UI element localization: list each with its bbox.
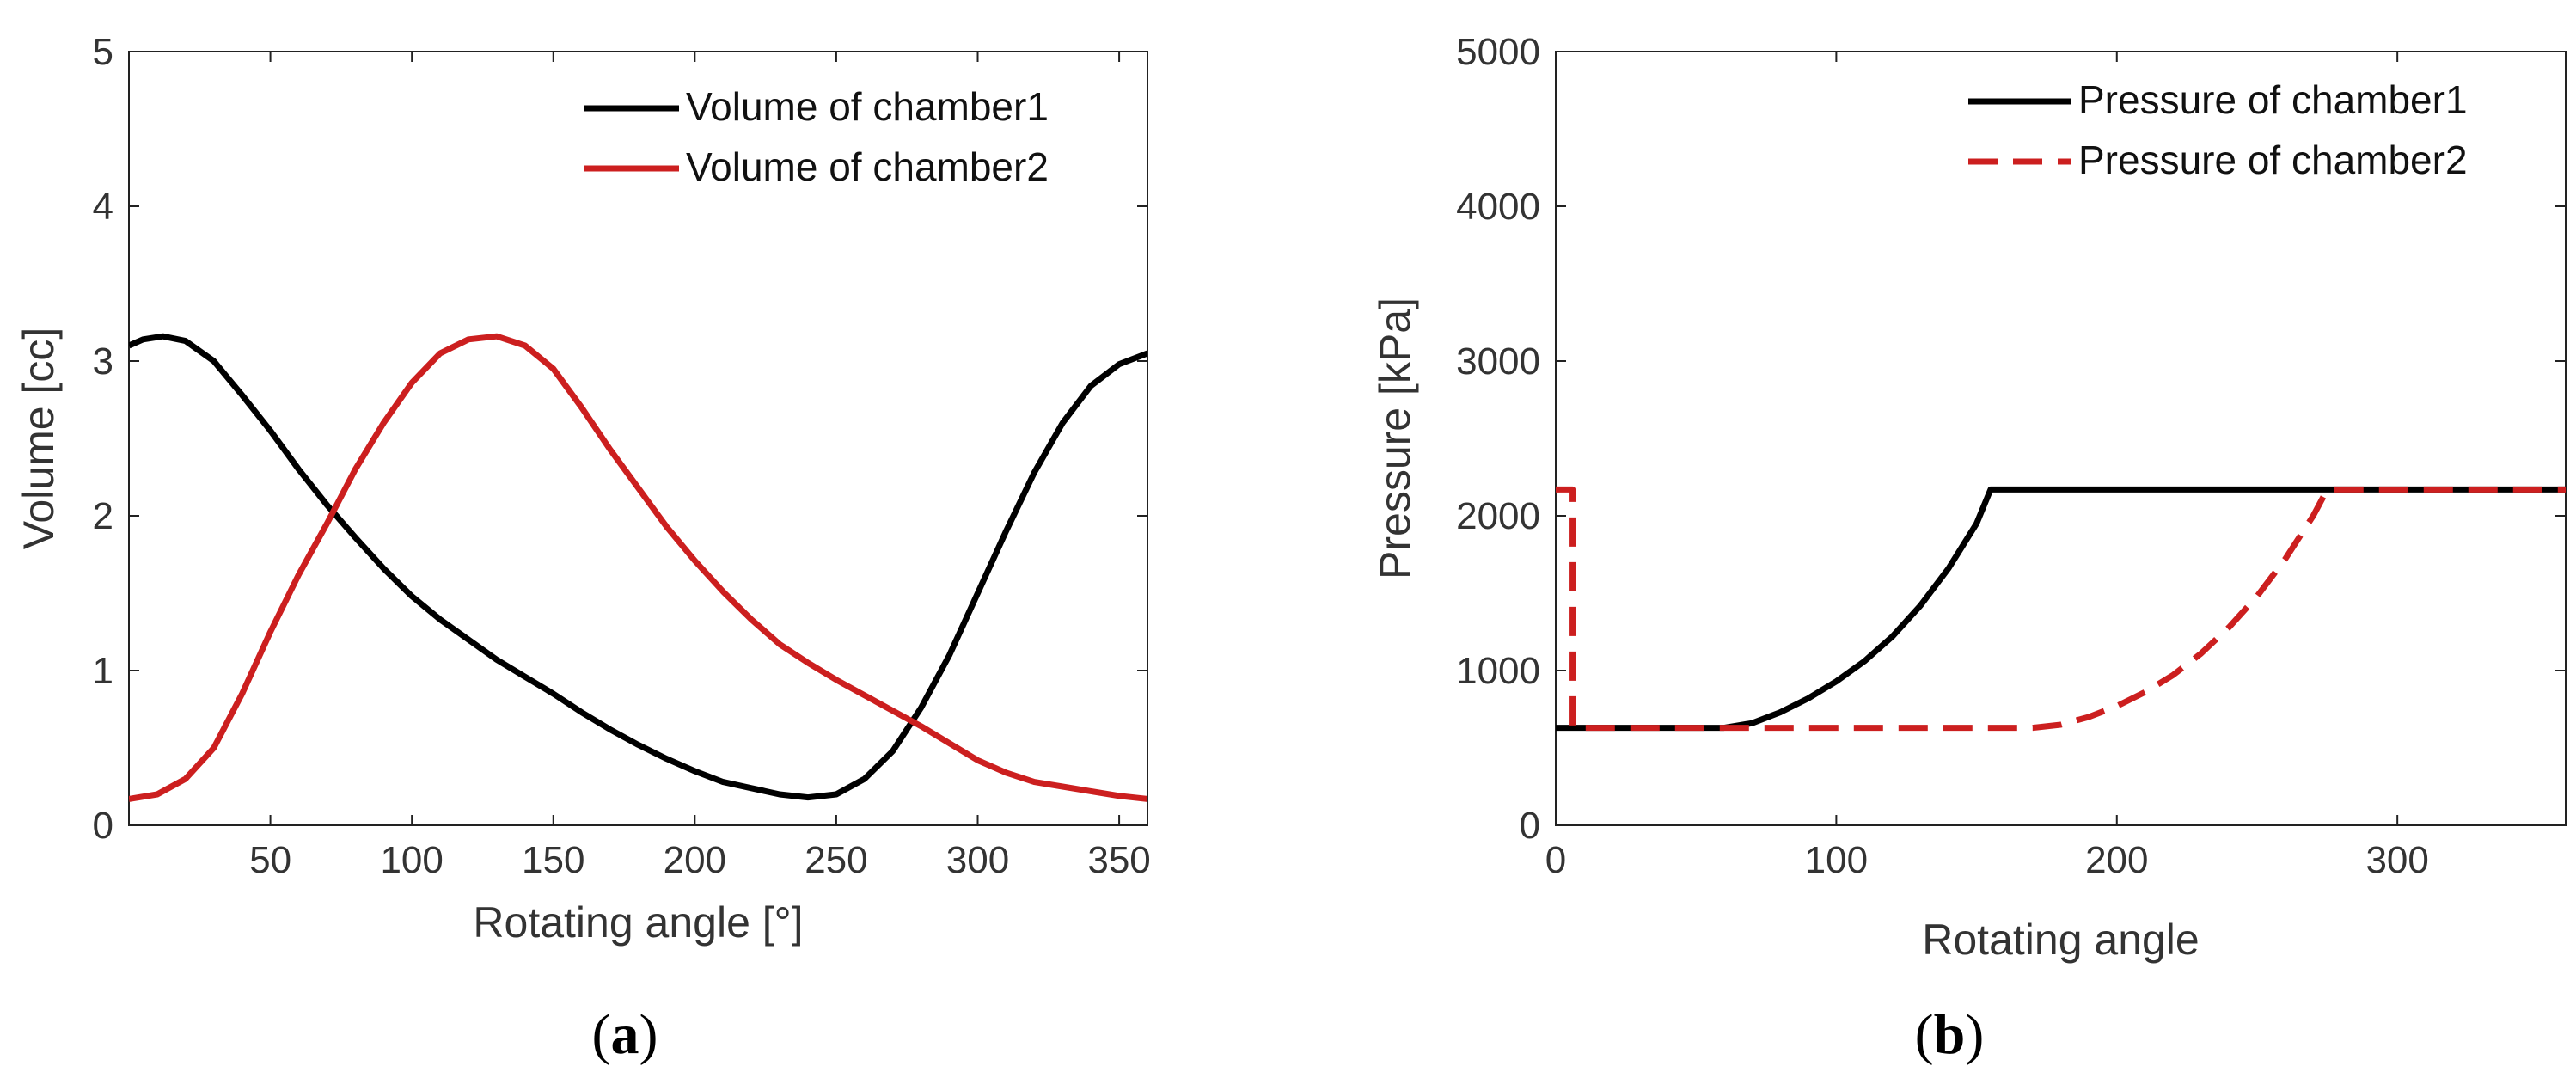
- x-tick-label: 100: [380, 839, 443, 881]
- x-tick-label: 100: [1805, 839, 1868, 881]
- legend-label-1: Volume of chamber1: [686, 84, 1049, 129]
- y-tick-label: 4000: [1456, 186, 1540, 228]
- x-tick-label: 50: [249, 839, 291, 881]
- x-axis-label: Rotating angle: [1922, 916, 2199, 964]
- series-line-2: [1556, 486, 2566, 732]
- y-tick-label: 0: [93, 805, 113, 847]
- y-tick-label: 2: [93, 495, 113, 537]
- x-axis-label: Rotating angle [°]: [473, 898, 803, 947]
- x-tick-label: 250: [805, 839, 867, 881]
- y-tick-label: 5: [93, 31, 113, 73]
- legend-label-2: Pressure of chamber2: [2078, 138, 2468, 182]
- x-tick-label: 200: [2085, 839, 2148, 881]
- y-axis-label: Volume [cc]: [15, 328, 63, 549]
- caption-b: (b): [1915, 1003, 1985, 1066]
- y-tick-label: 2000: [1456, 495, 1540, 537]
- x-tick-label: 150: [522, 839, 584, 881]
- plot-frame: [128, 51, 1148, 826]
- y-axis-label: Pressure [kPa]: [1371, 297, 1419, 579]
- caption-a: (a): [592, 1003, 658, 1066]
- x-tick-label: 200: [664, 839, 726, 881]
- x-tick-label: 350: [1087, 839, 1150, 881]
- x-tick-label: 300: [946, 839, 1009, 881]
- plot-frame: [1555, 51, 2567, 826]
- y-tick-label: 1: [93, 650, 113, 692]
- x-tick-label: 300: [2365, 839, 2428, 881]
- chart-volume: 50 100 150 200 250 300 350 0 1 2 3 4 5 Rotating angle…: [15, 31, 1151, 947]
- legend-label-1: Pressure of chamber1: [2078, 77, 2468, 122]
- x-tick-label: 0: [1545, 839, 1566, 881]
- y-tick-label: 1000: [1456, 650, 1540, 692]
- legend-label-2: Volume of chamber2: [686, 144, 1049, 189]
- chart-pressure: 0 100 200 300010002000300040005000Rotating …: [1371, 31, 2567, 964]
- y-tick-label: 5000: [1456, 31, 1540, 73]
- y-tick-label: 3000: [1456, 340, 1540, 383]
- series-line-1: [129, 333, 1147, 801]
- y-tick-label: 3: [93, 340, 113, 383]
- series-line-2: [129, 333, 1147, 802]
- y-tick-label: 4: [93, 186, 113, 228]
- y-tick-label: 0: [1520, 805, 1540, 847]
- series-line-1: [1556, 486, 2566, 732]
